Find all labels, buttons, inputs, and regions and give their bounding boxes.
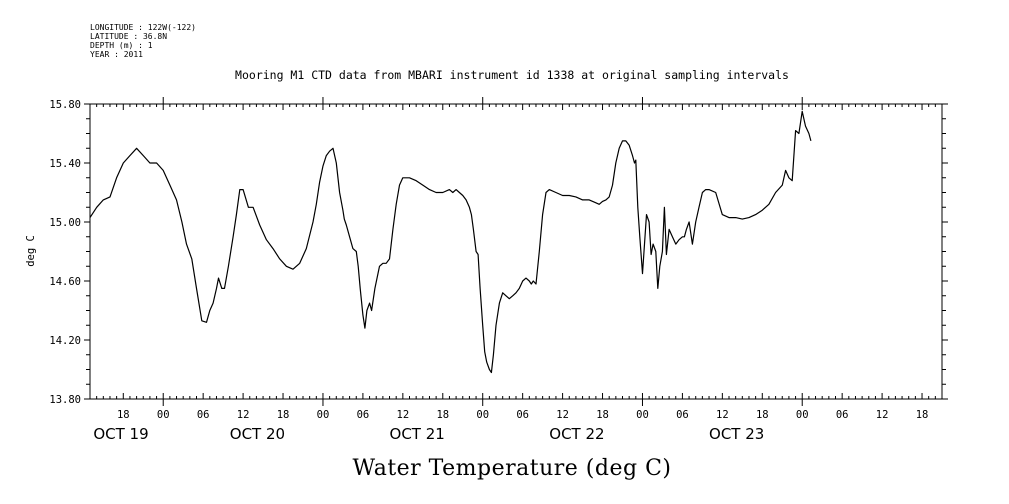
series-line-0 xyxy=(89,110,812,374)
x-tick-label: 12 xyxy=(397,409,410,421)
longitude-text: LONGITUDE : 122W(-122) xyxy=(90,23,196,32)
x-tick-label: 18 xyxy=(756,409,769,421)
x-tick-label: 00 xyxy=(476,409,489,421)
year-text: YEAR : 2011 xyxy=(90,50,143,59)
y-axis-label: deg C xyxy=(25,235,37,267)
x-day-labels: OCT 19 OCT 20 OCT 21 OCT 22 OCT 23 xyxy=(93,425,764,443)
x-tick-label: 18 xyxy=(916,409,929,421)
x-tick-label: 12 xyxy=(876,409,889,421)
x-tick-label: 00 xyxy=(157,409,170,421)
x-tick-label: 18 xyxy=(436,409,449,421)
x-tick-label: 18 xyxy=(596,409,609,421)
y-tick-label: 15.40 xyxy=(49,158,81,170)
y-axis: 13.80 14.20 14.60 15.00 15.40 15.80 xyxy=(49,99,948,406)
x-tick-label: 00 xyxy=(317,409,330,421)
series-layer xyxy=(89,110,812,374)
y-tick-label: 15.80 xyxy=(49,99,81,111)
x-day-label: OCT 19 xyxy=(93,425,148,443)
x-day-label: OCT 21 xyxy=(390,425,445,443)
x-tick-label: 00 xyxy=(636,409,649,421)
x-tick-label: 06 xyxy=(836,409,849,421)
y-tick-label: 15.00 xyxy=(49,217,81,229)
chart-title: Mooring M1 CTD data from MBARI instrumen… xyxy=(235,68,789,82)
x-tick-label: 12 xyxy=(237,409,250,421)
y-tick-label: 13.80 xyxy=(49,394,81,406)
x-day-label: OCT 23 xyxy=(709,425,764,443)
y-tick-label: 14.60 xyxy=(49,276,81,288)
x-tick-label: 06 xyxy=(676,409,689,421)
x-day-label: OCT 22 xyxy=(549,425,604,443)
x-tick-label: 06 xyxy=(516,409,529,421)
x-tick-label: 12 xyxy=(716,409,729,421)
x-tick-label: 18 xyxy=(117,409,130,421)
latitude-text: LATITUDE : 36.8N xyxy=(90,32,167,41)
x-tick-label: 06 xyxy=(197,409,210,421)
x-tick-label: 18 xyxy=(277,409,290,421)
x-tick-label: 00 xyxy=(796,409,809,421)
x-tick-label: 12 xyxy=(556,409,569,421)
plot-frame xyxy=(89,103,943,400)
x-axis-caption: Water Temperature (deg C) xyxy=(353,456,672,481)
x-day-label: OCT 20 xyxy=(230,425,285,443)
x-axis: 18 00 06 12 18 00 06 12 18 00 06 12 18 00 06 12 18 00 06 12… xyxy=(89,97,943,421)
y-tick-label: 14.20 xyxy=(49,335,81,347)
depth-text: DEPTH (m) : 1 xyxy=(90,41,153,50)
x-tick-label: 06 xyxy=(357,409,370,421)
